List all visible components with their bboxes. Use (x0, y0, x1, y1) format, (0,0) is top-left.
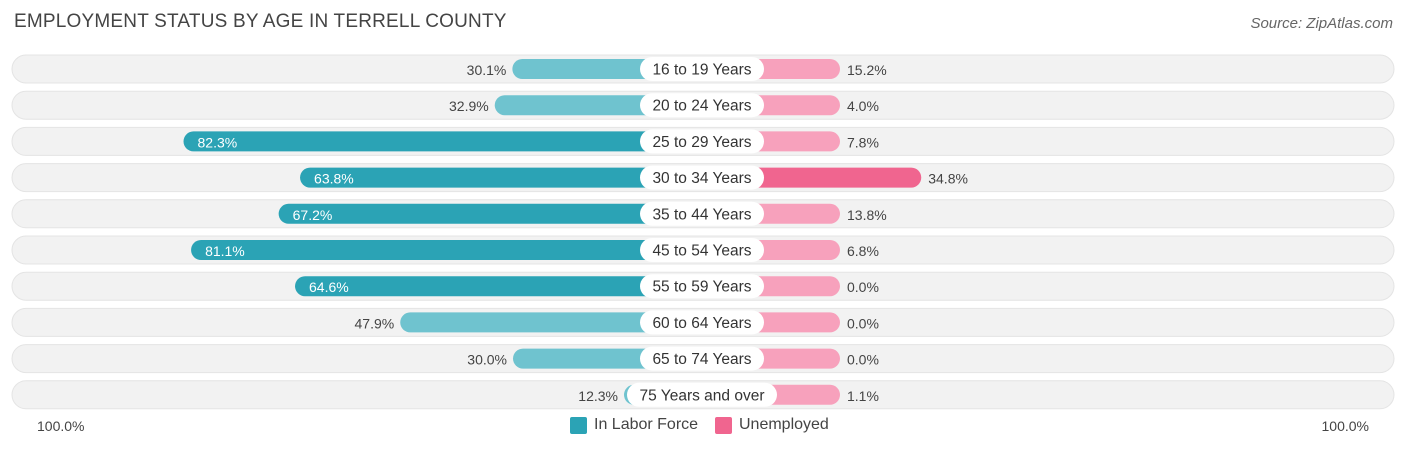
legend-label-labor: In Labor Force (594, 416, 699, 433)
legend-item-unemployed[interactable]: Unemployed (715, 416, 829, 434)
labor-value-label: 30.0% (467, 352, 507, 368)
category-label: 20 to 24 Years (652, 98, 751, 115)
category-label: 30 to 34 Years (652, 170, 751, 187)
unemployed-value-label: 34.8% (928, 171, 968, 187)
labor-value-label: 82.3% (198, 134, 238, 150)
labor-bar (400, 312, 702, 333)
labor-bar (295, 276, 702, 297)
category-label: 25 to 29 Years (652, 134, 751, 151)
legend-item-labor[interactable]: In Labor Force (570, 416, 698, 434)
category-label: 35 to 44 Years (652, 206, 751, 223)
labor-value-label: 81.1% (205, 243, 245, 259)
unemployed-value-label: 6.8% (847, 243, 879, 259)
labor-value-label: 63.8% (314, 171, 354, 187)
unemployed-value-label: 13.8% (847, 207, 887, 223)
unemployed-value-label: 0.0% (847, 352, 879, 368)
category-label-bg (640, 238, 764, 262)
category-label-bg (640, 274, 764, 299)
category-label-bg (640, 201, 764, 226)
labor-value-label: 12.3% (578, 388, 618, 404)
labor-value-label: 32.9% (449, 98, 489, 114)
unemployed-value-label: 0.0% (847, 315, 879, 331)
legend-label-unemployed: Unemployed (739, 416, 829, 433)
labor-bar (191, 240, 702, 260)
unemployed-value-label: 4.0% (847, 98, 879, 114)
labor-bar (300, 167, 702, 188)
category-label-bg (640, 346, 764, 371)
category-label-bg (640, 165, 764, 190)
source-label: Source: ZipAtlas.com (1250, 15, 1393, 32)
chart-area: 16 to 19 Years 30.1% 15.2% 20 to 24 Years 32… (11, 54, 1395, 410)
legend-swatch-labor (570, 416, 587, 434)
unemployed-value-label: 1.1% (847, 388, 879, 404)
labor-bar (278, 203, 702, 224)
labor-value-label: 30.1% (467, 62, 507, 78)
category-label-bg (640, 129, 764, 154)
axis-right-label: 100.0% (1321, 418, 1369, 434)
category-label: 65 to 74 Years (652, 351, 751, 368)
unemployed-value-label: 7.8% (847, 134, 879, 150)
category-label-bg (627, 382, 777, 407)
axis-left-label: 100.0% (37, 418, 85, 434)
labor-value-label: 64.6% (309, 279, 349, 295)
category-label-bg (640, 93, 764, 118)
labor-value-label: 47.9% (355, 315, 395, 331)
category-label-bg (640, 310, 764, 335)
unemployed-value-label: 15.2% (847, 62, 887, 78)
legend-swatch-unemployed (715, 416, 732, 434)
category-label: 55 to 59 Years (652, 279, 751, 296)
category-label-bg (640, 57, 764, 81)
category-label: 45 to 54 Years (652, 243, 751, 260)
labor-value-label: 67.2% (293, 207, 333, 223)
labor-bar (183, 131, 702, 152)
category-label: 60 to 64 Years (652, 315, 751, 332)
unemployed-value-label: 0.0% (847, 279, 879, 295)
category-label: 75 Years and over (640, 387, 765, 404)
category-label: 16 to 19 Years (652, 62, 751, 79)
chart-title: EMPLOYMENT STATUS BY AGE IN TERRELL COUN… (14, 11, 507, 32)
